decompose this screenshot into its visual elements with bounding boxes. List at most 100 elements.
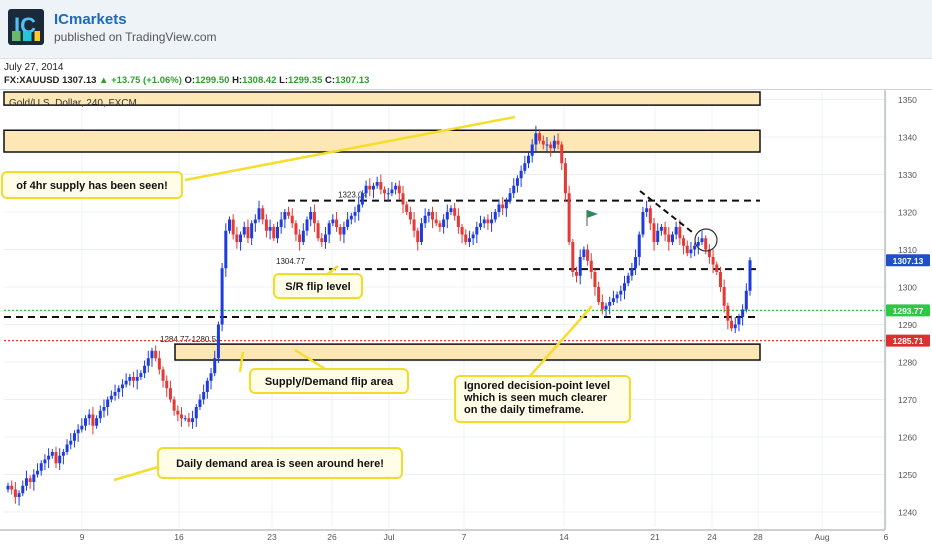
y-tick-label: 1290 <box>898 320 917 330</box>
x-tick-label: 7 <box>462 532 467 542</box>
candle-body <box>586 249 590 261</box>
pointer-line <box>529 305 593 377</box>
x-tick-label: 9 <box>80 532 85 542</box>
high-label: H: <box>232 75 243 86</box>
price-badge <box>886 334 930 347</box>
candle-body <box>663 227 667 235</box>
candle-body <box>342 227 346 235</box>
annotation-text: Daily demand area is seen around here! <box>176 458 384 470</box>
candle-body <box>84 418 88 426</box>
candle-body <box>438 223 442 227</box>
candle-body <box>475 227 479 235</box>
candle-body <box>626 275 630 284</box>
candle-body <box>556 140 560 145</box>
annotation-box <box>454 375 631 423</box>
annotation-text: Ignored decision-point level <box>464 380 610 392</box>
symbol: FX:XAUUSD <box>4 75 60 86</box>
candle-body <box>172 399 176 411</box>
close-value: 1307.13 <box>335 75 370 86</box>
zone-label: 1284.77-1280.53 <box>160 335 221 344</box>
icmarkets-logo-icon[interactable]: IC <box>8 9 44 45</box>
candle-body <box>43 459 47 464</box>
annotation-box <box>1 171 183 199</box>
candle-body <box>338 227 342 235</box>
candle-body <box>519 170 523 179</box>
candle-body <box>490 219 494 224</box>
candle-body <box>718 272 722 287</box>
candle-body <box>538 133 542 141</box>
candle-body <box>109 395 113 400</box>
candle-body <box>534 133 538 145</box>
candle-body <box>61 452 65 456</box>
candle-body <box>641 212 645 235</box>
candle-body <box>287 212 291 216</box>
candle-body <box>135 377 139 381</box>
candle-body <box>394 185 398 190</box>
price-change: +13.75 (+1.06%) <box>111 75 182 86</box>
annotation-text: Supply/Demand flip area <box>265 376 394 388</box>
candle-body <box>76 429 80 434</box>
candle-body <box>722 287 726 306</box>
y-tick-label: 1340 <box>898 133 917 143</box>
candle-body <box>445 212 449 220</box>
candle-body <box>353 212 357 216</box>
candle-body <box>486 219 490 224</box>
candle-body <box>578 257 582 276</box>
candle-body <box>508 193 512 201</box>
price-badge <box>886 304 930 317</box>
candle-body <box>17 493 21 497</box>
candle-body <box>309 212 313 220</box>
candle-body <box>453 208 457 216</box>
candle-body <box>442 219 446 227</box>
candle-body <box>467 238 471 242</box>
candle-body <box>198 399 202 407</box>
candle-body <box>733 324 737 329</box>
candle-body <box>246 227 250 239</box>
level-label: 1323.04 <box>338 191 367 200</box>
candle-body <box>423 215 427 224</box>
candle-body <box>427 212 431 216</box>
chart-area[interactable]: 1284.77-1280.53 1323.04 1304.77 of 4hr su… <box>0 89 932 555</box>
candle-body <box>264 219 268 231</box>
candle-body <box>24 478 28 486</box>
candle-body <box>730 320 734 329</box>
candle-body <box>656 230 660 242</box>
open-value: 1299.50 <box>195 75 230 86</box>
candle-body <box>637 234 641 257</box>
candle-body <box>239 234 243 242</box>
high-value: 1308.42 <box>242 75 277 86</box>
candle-body <box>670 234 674 242</box>
candle-body <box>357 204 361 212</box>
candle-body <box>386 193 390 195</box>
candle-body <box>69 440 73 445</box>
candle-body <box>91 414 95 426</box>
candle-body <box>696 242 700 246</box>
candle-body <box>54 452 58 464</box>
price-chart[interactable]: 1284.77-1280.53 1323.04 1304.77 of 4hr su… <box>0 89 932 550</box>
brand-name[interactable]: ICmarkets <box>54 11 127 28</box>
candle-body <box>707 249 711 257</box>
candle-body <box>187 418 191 422</box>
candle-body <box>527 155 531 164</box>
candle-body <box>231 219 235 235</box>
price-badge-label: 1307.13 <box>893 256 924 266</box>
candle-body <box>50 452 54 456</box>
candle-body <box>168 388 172 400</box>
candle-body <box>737 317 741 325</box>
annotation-text: S/R flip level <box>285 281 350 293</box>
x-tick-label: 26 <box>327 532 337 542</box>
candle-body <box>346 219 350 227</box>
candle-body <box>106 399 110 407</box>
candle-body <box>279 219 283 227</box>
candle-body <box>504 200 508 209</box>
candle-body <box>47 455 51 460</box>
candle-body <box>383 189 387 194</box>
candle-body <box>298 234 302 242</box>
candle-body <box>479 223 483 227</box>
axes-layer: 1240 1250 1260 1270 1280 1290 1300 1310 1320 1330… <box>0 89 932 542</box>
candle-body <box>589 260 593 272</box>
candle-body <box>611 298 615 302</box>
candle-body <box>515 178 519 186</box>
candle-body <box>316 223 320 239</box>
candle-body <box>124 380 128 385</box>
